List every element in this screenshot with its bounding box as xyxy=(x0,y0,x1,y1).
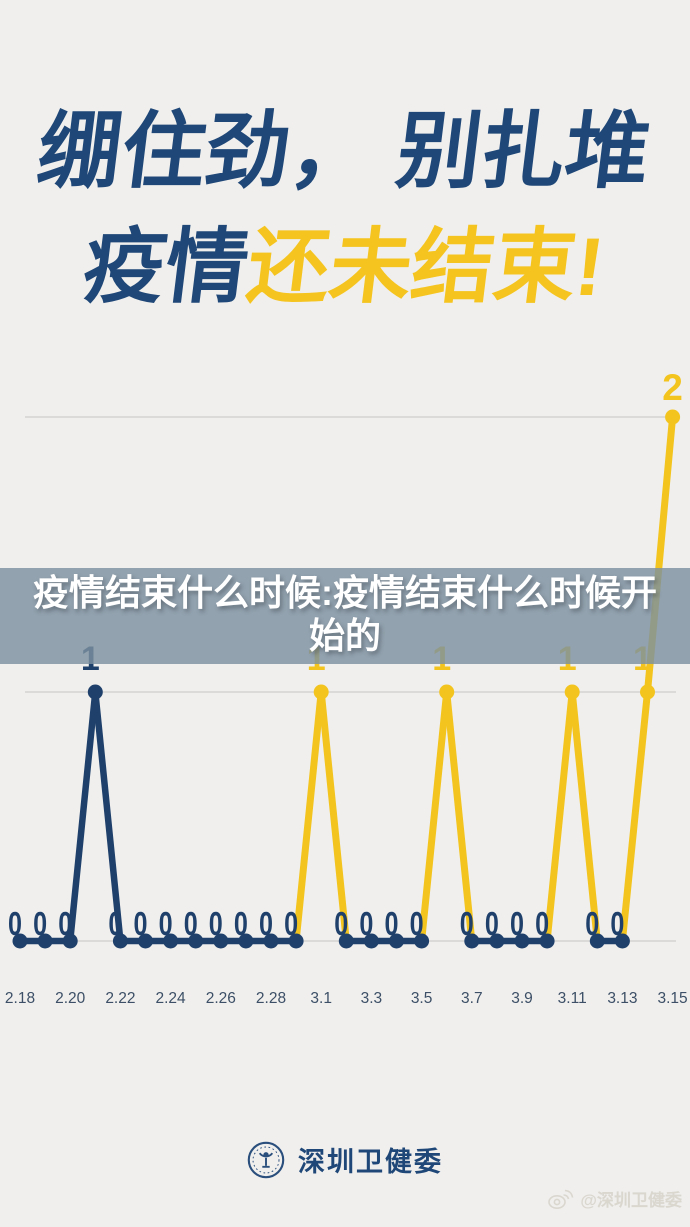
footer-brand: 深圳卫健委 xyxy=(0,1140,690,1179)
svg-text:0: 0 xyxy=(510,905,524,942)
svg-text:0: 0 xyxy=(334,905,348,942)
svg-text:3.1: 3.1 xyxy=(310,990,332,1007)
svg-text:3.5: 3.5 xyxy=(411,990,433,1007)
svg-text:0: 0 xyxy=(259,905,273,942)
svg-text:0: 0 xyxy=(410,905,424,942)
svg-text:3.9: 3.9 xyxy=(511,990,533,1007)
svg-text:3.13: 3.13 xyxy=(607,990,637,1007)
svg-text:0: 0 xyxy=(284,905,298,942)
svg-text:2.24: 2.24 xyxy=(156,990,187,1007)
svg-text:0: 0 xyxy=(460,905,474,942)
data-points xyxy=(12,409,681,949)
svg-text:0: 0 xyxy=(58,905,72,942)
series-line xyxy=(16,413,677,945)
overlay-caption-text: 疫情结束什么时候:疫情结束什么时候开始的 xyxy=(33,572,657,656)
svg-text:0: 0 xyxy=(108,905,122,942)
svg-text:0: 0 xyxy=(134,905,148,942)
svg-text:0: 0 xyxy=(610,905,624,942)
weibo-watermark: @深圳卫健委 xyxy=(547,1186,682,1211)
svg-text:0: 0 xyxy=(209,905,223,942)
svg-text:0: 0 xyxy=(585,905,599,942)
svg-text:2.26: 2.26 xyxy=(206,990,236,1007)
svg-text:3.7: 3.7 xyxy=(461,990,483,1007)
weibo-handle: @深圳卫健委 xyxy=(580,1191,682,1210)
svg-text:2.20: 2.20 xyxy=(55,990,86,1007)
svg-text:0: 0 xyxy=(359,905,373,942)
svg-text:0: 0 xyxy=(535,905,549,942)
svg-text:0: 0 xyxy=(385,905,399,942)
org-name: 深圳卫健委 xyxy=(298,1147,443,1177)
svg-text:0: 0 xyxy=(184,905,198,942)
svg-text:0: 0 xyxy=(159,905,173,942)
org-seal-icon xyxy=(247,1141,285,1178)
weibo-icon xyxy=(548,1189,574,1209)
svg-text:2.22: 2.22 xyxy=(105,990,135,1007)
x-axis-labels: 2.18 2.20 2.22 2.24 2.26 2.28 3.1 3.3 3.5 3.7 3.9 3… xyxy=(5,990,688,1007)
svg-text:3.15: 3.15 xyxy=(658,990,688,1007)
overlay-caption-band: 疫情结束什么时候:疫情结束什么时候开始的 xyxy=(0,568,690,664)
svg-text:0: 0 xyxy=(485,905,499,942)
svg-text:3.11: 3.11 xyxy=(558,990,587,1007)
svg-text:2.18: 2.18 xyxy=(5,990,35,1007)
svg-text:0: 0 xyxy=(33,905,47,942)
svg-text:0: 0 xyxy=(234,905,248,942)
svg-text:2: 2 xyxy=(662,367,683,408)
svg-text:3.3: 3.3 xyxy=(361,990,383,1007)
gridlines xyxy=(25,416,676,942)
svg-text:0: 0 xyxy=(8,905,22,942)
svg-text:2.28: 2.28 xyxy=(256,990,286,1007)
